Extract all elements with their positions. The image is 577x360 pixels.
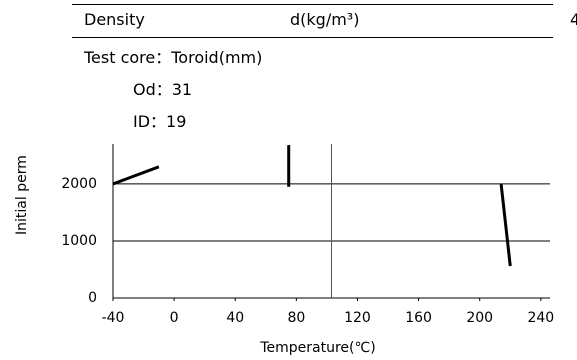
x-tick-label: 40 xyxy=(226,310,244,326)
property: Density xyxy=(84,10,145,29)
unit: d(kg/m³) xyxy=(290,10,360,29)
id: ID：19 xyxy=(133,112,187,131)
x-tick-label: -40 xyxy=(102,310,125,326)
y-tick-label: 2000 xyxy=(61,176,97,192)
series-line xyxy=(112,145,512,267)
table-row xyxy=(72,4,553,38)
value: 4 xyxy=(570,10,577,29)
x-tick-label: 160 xyxy=(405,310,432,326)
x-axis-label: Temperature(℃) xyxy=(259,340,375,356)
x-tick-label: 200 xyxy=(466,310,493,326)
od: Od：31 xyxy=(133,80,193,99)
test-core: Test core：Toroid(mm) xyxy=(84,48,263,67)
x-tick-label: 0 xyxy=(170,310,179,326)
x-tick-label: 240 xyxy=(527,310,554,326)
y-tick-label: 0 xyxy=(88,290,97,306)
x-tick-label: 80 xyxy=(287,310,305,326)
y-tick-label: 1000 xyxy=(61,233,97,249)
y-axis-label: Initial perm xyxy=(14,155,30,235)
x-tick-label: 120 xyxy=(344,310,371,326)
